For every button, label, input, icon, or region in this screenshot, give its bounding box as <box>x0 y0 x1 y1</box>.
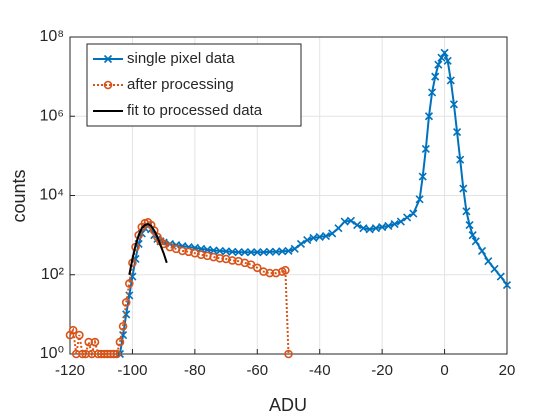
legend-marker <box>103 54 113 64</box>
marker <box>359 224 368 233</box>
marker <box>384 221 393 231</box>
marker <box>452 127 462 137</box>
marker <box>346 216 355 225</box>
x-tick-label: -20 <box>371 362 393 379</box>
marker <box>334 224 343 233</box>
marker <box>78 349 87 359</box>
marker <box>284 246 293 255</box>
legend-label: fit to processed data <box>127 102 263 119</box>
y-tick-label: 10⁰ <box>40 345 64 362</box>
marker <box>296 239 306 248</box>
marker <box>252 263 262 273</box>
marker <box>421 144 430 153</box>
marker <box>284 349 293 359</box>
marker <box>424 112 434 121</box>
marker <box>90 337 100 347</box>
x-tick-label: -80 <box>184 362 206 379</box>
marker <box>240 248 249 257</box>
marker <box>203 245 212 254</box>
y-tick-label: 10² <box>41 266 65 283</box>
y-tick-label: 10⁶ <box>40 107 64 124</box>
marker <box>465 220 474 230</box>
x-tick-label: -100 <box>117 362 147 379</box>
marker <box>446 76 455 85</box>
marker <box>265 247 274 256</box>
x-tick-label: -40 <box>309 362 331 379</box>
marker <box>418 172 427 181</box>
marker <box>440 48 449 57</box>
marker <box>415 195 424 204</box>
marker <box>118 322 128 331</box>
marker <box>502 280 512 290</box>
marker <box>112 349 122 359</box>
marker <box>396 217 405 226</box>
marker <box>390 220 399 229</box>
x-tick-label: 0 <box>440 362 448 379</box>
legend-label: single pixel data <box>127 50 235 67</box>
marker <box>428 88 437 97</box>
marker <box>215 246 224 255</box>
marker <box>246 248 256 257</box>
marker <box>75 330 84 340</box>
marker <box>471 237 480 246</box>
y-axis-label: counts <box>9 169 29 222</box>
marker <box>125 279 134 288</box>
marker <box>496 272 505 281</box>
marker <box>456 155 465 164</box>
marker <box>434 60 443 69</box>
marker <box>477 246 487 255</box>
marker <box>303 236 312 245</box>
marker <box>378 222 387 232</box>
marker <box>340 217 349 226</box>
legend-marker <box>103 80 113 90</box>
marker <box>234 248 243 257</box>
x-axis-label: ADU <box>269 395 307 415</box>
marker <box>443 56 452 65</box>
marker <box>449 100 459 109</box>
marker <box>353 220 362 230</box>
marker <box>365 225 374 234</box>
marker <box>68 325 78 335</box>
marker <box>281 265 290 275</box>
marker <box>437 53 446 62</box>
marker <box>109 349 118 359</box>
marker <box>468 231 477 240</box>
y-tick-label: 10⁴ <box>39 187 64 204</box>
plot-frame <box>69 36 508 355</box>
marker <box>403 213 412 222</box>
series-line <box>128 222 168 275</box>
marker <box>290 244 299 253</box>
marker <box>409 209 418 218</box>
marker <box>321 231 331 241</box>
marker <box>309 233 318 242</box>
y-tick-label: 10⁸ <box>39 28 64 45</box>
marker <box>121 298 131 307</box>
marker <box>115 337 125 347</box>
x-tick-label: -60 <box>246 362 268 379</box>
marker <box>431 72 440 81</box>
marker <box>278 247 287 256</box>
marker <box>371 224 380 233</box>
marker <box>490 264 499 274</box>
marker <box>459 184 468 193</box>
x-tick-label: -120 <box>55 362 85 379</box>
marker <box>484 257 493 266</box>
legend-label: after processing <box>127 76 234 93</box>
marker <box>134 230 143 240</box>
marker <box>209 246 218 255</box>
marker <box>315 232 324 242</box>
marker <box>253 248 262 257</box>
marker <box>462 207 471 216</box>
x-tick-label: 20 <box>499 362 516 379</box>
